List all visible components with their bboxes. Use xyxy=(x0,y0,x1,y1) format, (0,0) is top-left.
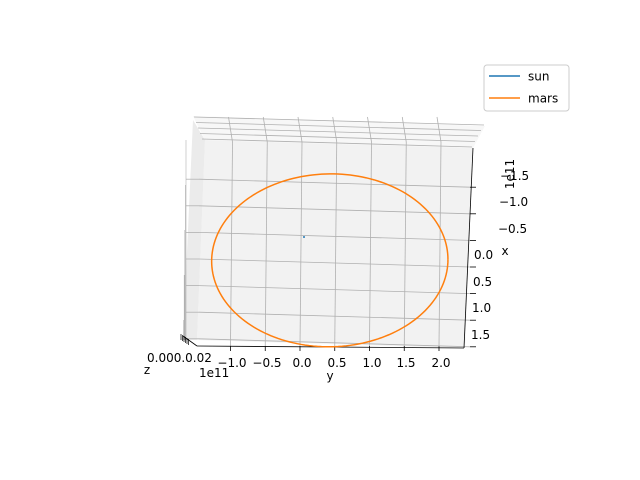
grid-line-vertical xyxy=(438,141,442,347)
grid-line-depth xyxy=(193,116,485,126)
grid-line-top xyxy=(401,116,407,143)
x-tick-label: 1.5 xyxy=(471,328,490,342)
grid-line-top xyxy=(297,116,303,143)
legend: sun mars xyxy=(483,64,570,112)
y-tick-label: −1.0 xyxy=(217,356,246,370)
grid-line-depth xyxy=(199,133,476,142)
x-tick-label: 0.5 xyxy=(473,275,492,289)
x-axis-label: x xyxy=(501,244,508,258)
grid-line-depth xyxy=(195,122,482,131)
grid-line-vertical xyxy=(403,141,407,347)
y-axis-label: y xyxy=(326,369,333,383)
y-tick-label: 2.0 xyxy=(431,356,450,370)
z-axis-label: z xyxy=(144,363,150,377)
x-tick-label: 0.0 xyxy=(474,248,493,262)
x-tick-label: −0.5 xyxy=(498,222,527,236)
grid-line-vertical xyxy=(264,141,268,347)
y-tick-label: 0.0 xyxy=(292,356,311,370)
x-offset-label: 1e11 xyxy=(503,159,517,189)
grid-line-horizontal xyxy=(198,285,471,294)
y-tick-label: 1.0 xyxy=(362,356,381,370)
y-tick-label: 1.5 xyxy=(396,356,415,370)
grid-line-depth xyxy=(197,127,479,137)
grid-line-top xyxy=(262,116,268,143)
legend-label-sun: sun xyxy=(528,70,549,84)
side-pane xyxy=(183,120,205,340)
grid-line-top xyxy=(367,116,372,143)
y-offset-label: 1e11 xyxy=(199,366,229,380)
grid-line-horizontal xyxy=(198,338,471,348)
grid-line-depth xyxy=(201,138,473,148)
grid-lines xyxy=(180,116,485,351)
grid-line-horizontal xyxy=(198,205,471,215)
x-tick-label: −1.0 xyxy=(499,195,528,209)
y-tick-labels: −1.0 −0.5 0.0 0.5 1.0 1.5 2.0 xyxy=(217,356,450,370)
x-tick-labels: −1.5 −1.0 −0.5 0.0 0.5 1.0 1.5 xyxy=(471,169,529,342)
plot-area xyxy=(210,173,449,348)
x-tick-label: −1.5 xyxy=(500,169,529,183)
grid-line-top xyxy=(228,116,233,143)
x-axis-line xyxy=(463,147,474,349)
grid-line-vertical xyxy=(369,141,372,347)
x-tick-label: 1.0 xyxy=(472,301,491,315)
grid-line-vertical xyxy=(334,141,338,347)
y-tick-label: −0.5 xyxy=(252,356,281,370)
grid-line-horizontal xyxy=(198,178,471,188)
series-line-mars xyxy=(210,173,449,348)
y-tick-label: 0.5 xyxy=(327,356,346,370)
grid-line-horizontal xyxy=(198,311,471,321)
grid-line-vertical xyxy=(230,141,233,347)
grid-line-horizontal xyxy=(198,232,471,241)
grid-line-horizontal xyxy=(198,258,471,268)
z-tick-labels: 0.000.0.02 xyxy=(147,351,212,365)
legend-label-mars: mars xyxy=(528,92,558,106)
